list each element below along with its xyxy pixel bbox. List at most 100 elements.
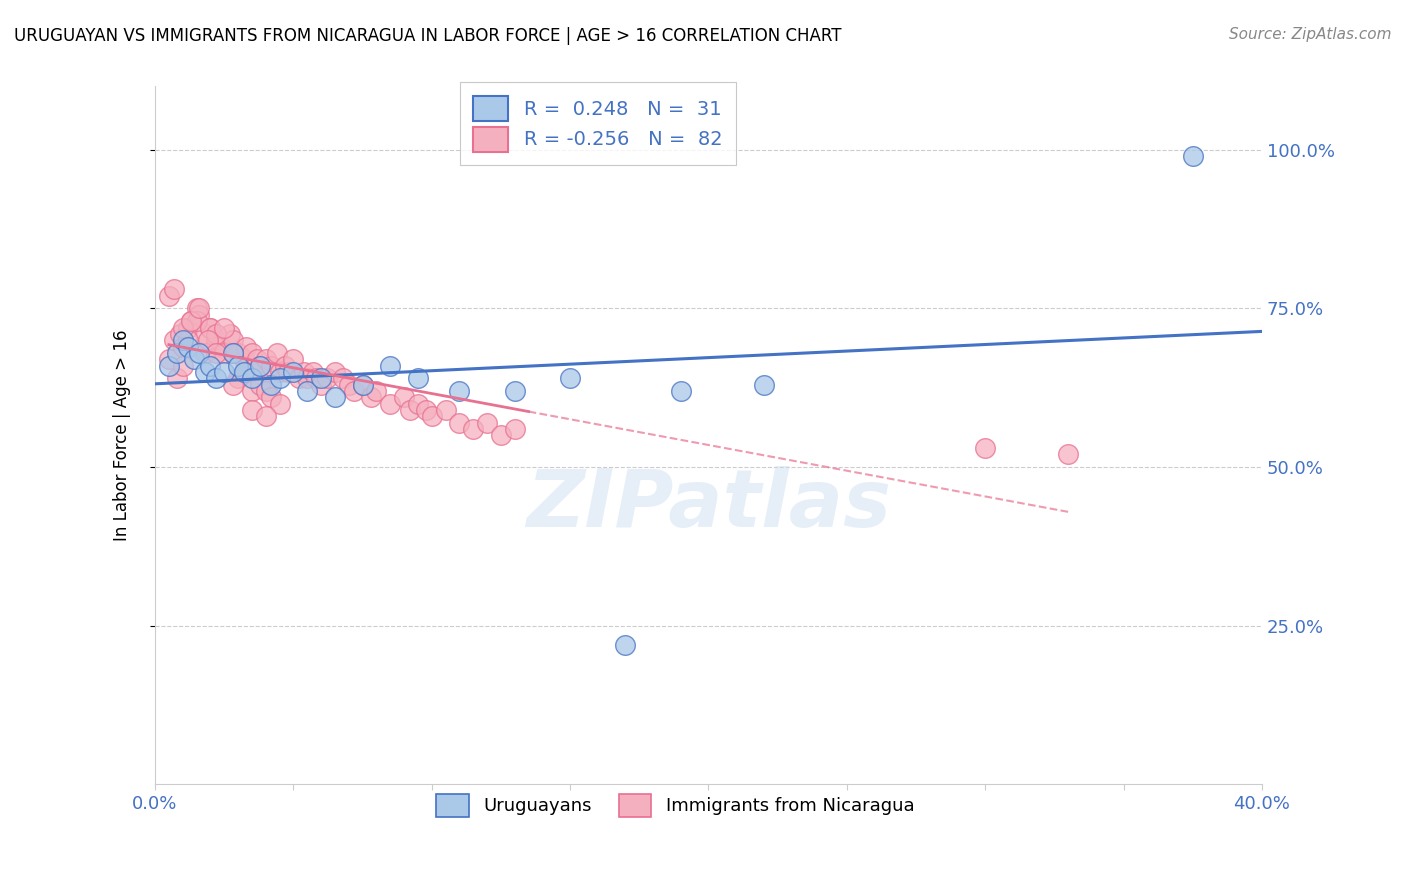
Point [221,333,243,347]
Point [380,397,402,411]
Point [172,320,194,334]
Point [475,416,498,430]
Point [205,326,228,341]
Point [232,352,254,367]
Point [406,371,429,385]
Point [221,346,243,360]
Point [309,371,332,385]
Text: URUGUAYAN VS IMMIGRANTS FROM NICARAGUA IN LABOR FORCE | AGE > 16 CORRELATION CHA: URUGUAYAN VS IMMIGRANTS FROM NICARAGUA I… [14,27,842,45]
Point [232,365,254,379]
Point [200,320,222,334]
Point [974,441,997,455]
Point [177,320,200,334]
Point [232,365,254,379]
Point [240,403,263,417]
Point [212,346,235,360]
Point [163,333,186,347]
Text: Source: ZipAtlas.com: Source: ZipAtlas.com [1229,27,1392,42]
Point [1057,447,1080,461]
Point [194,365,217,379]
Point [169,326,191,341]
Point [301,365,323,379]
Point [235,340,257,354]
Point [205,346,228,360]
Point [163,282,186,296]
Point [226,346,249,360]
Point [188,301,211,316]
Point [434,403,457,417]
Point [503,422,526,436]
Point [415,403,437,417]
Point [392,390,415,404]
Point [337,377,360,392]
Point [240,371,263,385]
Point [266,346,288,360]
Point [283,352,305,367]
Point [166,346,188,360]
Point [180,314,202,328]
Point [277,365,299,379]
Point [166,371,188,385]
Point [157,289,180,303]
Point [269,397,291,411]
Point [614,638,637,652]
Point [323,365,346,379]
Point [218,326,240,341]
Point [221,346,243,360]
Point [240,384,263,398]
Point [205,333,228,347]
Point [343,384,366,398]
Point [186,314,208,328]
Point [352,377,374,392]
Point [309,377,332,392]
Point [249,359,271,373]
Point [398,403,420,417]
Point [489,428,512,442]
Legend: Uruguayans, Immigrants from Nicaragua: Uruguayans, Immigrants from Nicaragua [429,787,921,824]
Point [188,308,211,322]
Point [177,333,200,347]
Point [172,340,194,354]
Point [463,422,485,436]
Point [240,346,263,360]
Point [254,352,277,367]
Point [249,377,271,392]
Point [283,365,305,379]
Text: ZIPatlas: ZIPatlas [526,467,891,544]
Point [254,384,277,398]
Point [449,384,471,398]
Point [288,371,311,385]
Point [294,365,316,379]
Point [246,352,269,367]
Point [194,346,217,360]
Point [212,365,235,379]
Point [205,371,228,385]
Point [1181,149,1204,163]
Point [269,365,291,379]
Point [212,320,235,334]
Point [172,333,194,347]
Point [323,390,346,404]
Point [332,371,354,385]
Point [177,340,200,354]
Point [260,390,283,404]
Point [315,371,337,385]
Point [420,409,443,424]
Y-axis label: In Labor Force | Age > 16: In Labor Force | Age > 16 [114,330,131,541]
Point [260,359,283,373]
Point [183,352,205,367]
Point [406,397,429,411]
Point [180,314,202,328]
Point [503,384,526,398]
Point [188,346,211,360]
Point [269,371,291,385]
Point [254,409,277,424]
Point [200,359,222,373]
Point [260,377,283,392]
Point [172,359,194,373]
Point [366,384,388,398]
Point [297,371,319,385]
Point [380,359,402,373]
Point [221,377,243,392]
Point [226,371,249,385]
